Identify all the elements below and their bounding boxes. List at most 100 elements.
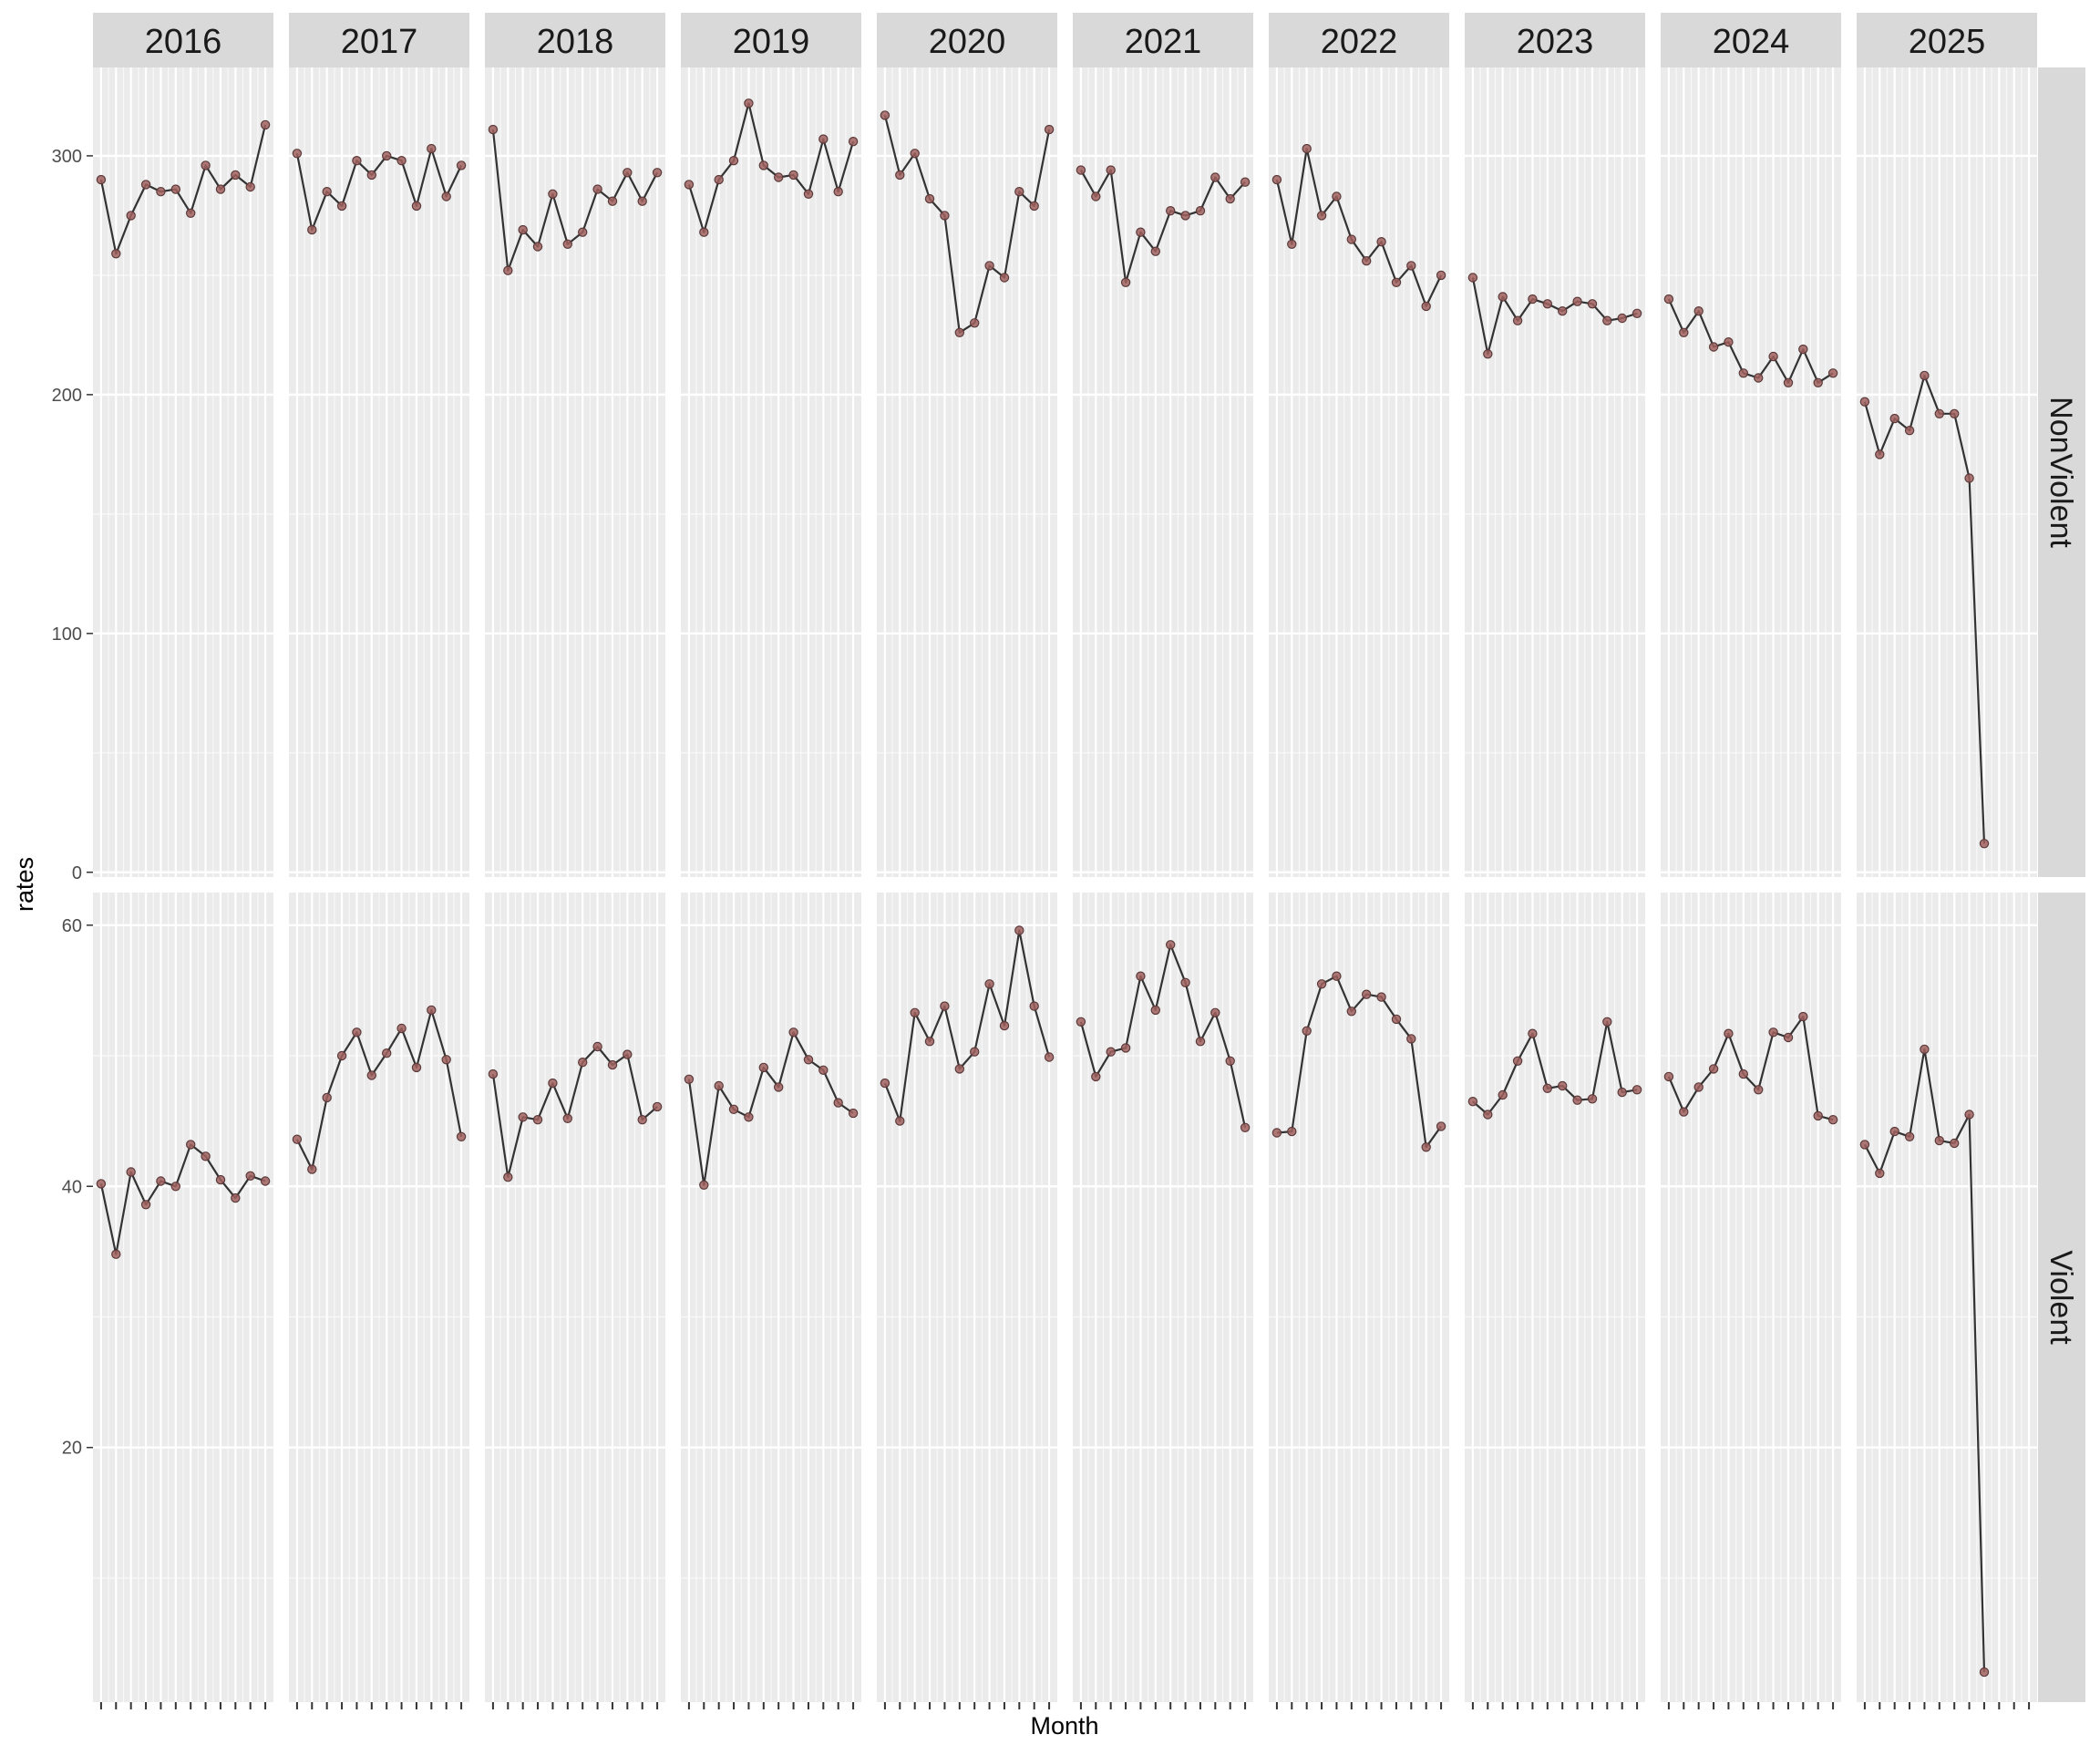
data-point-Violent-2018-m3 [518, 1112, 528, 1122]
data-point-NonViolent-2016-m8 [201, 160, 211, 170]
data-point-NonViolent-2016-m10 [231, 170, 241, 181]
data-point-Violent-2023-m6 [1542, 1083, 1553, 1094]
data-point-Violent-2023-m8 [1572, 1095, 1582, 1105]
series-line-Violent-2018 [491, 1045, 658, 1179]
data-point-NonViolent-2022-m3 [1302, 143, 1312, 154]
data-point-Violent-2022-m3 [1302, 1026, 1312, 1037]
data-point-Violent-2020-m6 [954, 1064, 965, 1074]
data-point-Violent-2017-m6 [366, 1070, 376, 1080]
data-point-NonViolent-2017-m9 [411, 201, 422, 212]
facet-strip-2020 [877, 13, 1057, 67]
data-point-Violent-2019-m4 [728, 1104, 739, 1115]
data-point-NonViolent-2025-m9 [1979, 839, 1990, 849]
data-point-Violent-2024-m6 [1738, 1068, 1749, 1079]
data-point-Violent-2017-m3 [322, 1092, 332, 1103]
data-point-NonViolent-2016-m1 [96, 174, 107, 185]
data-point-NonViolent-2019-m4 [728, 155, 739, 166]
data-point-Violent-2016-m10 [231, 1192, 241, 1203]
y-tick-label: 20 [62, 1439, 82, 1459]
data-point-Violent-2022-m5 [1332, 971, 1342, 981]
data-point-NonViolent-2025-m5 [1920, 370, 1930, 381]
data-point-NonViolent-2023-m2 [1483, 349, 1493, 359]
facet-strip-2021 [1073, 13, 1253, 67]
data-point-Violent-2019-m12 [848, 1108, 859, 1119]
data-point-Violent-2019-m7 [774, 1082, 784, 1092]
data-point-NonViolent-2022-m9 [1391, 277, 1402, 287]
data-point-NonViolent-2019-m10 [818, 134, 829, 144]
data-point-NonViolent-2022-m1 [1271, 174, 1282, 185]
data-point-NonViolent-2024-m9 [1783, 377, 1794, 387]
data-point-Violent-2018-m7 [578, 1057, 588, 1068]
data-point-Violent-2021-m7 [1165, 940, 1176, 950]
data-point-NonViolent-2018-m2 [503, 265, 513, 275]
data-point-Violent-2023-m11 [1617, 1087, 1627, 1098]
data-point-NonViolent-2020-m5 [940, 211, 950, 221]
facet-strip-label-2023: 2023 [1517, 23, 1594, 61]
data-point-NonViolent-2016-m12 [260, 119, 271, 130]
data-point-NonViolent-2025-m6 [1934, 408, 1944, 418]
data-point-NonViolent-2017-m11 [441, 191, 451, 201]
facet-strip-2025 [1857, 13, 2037, 67]
series-line-Violent-2021 [1079, 944, 1247, 1129]
data-point-Violent-2022-m2 [1287, 1126, 1297, 1137]
data-point-NonViolent-2017-m10 [427, 143, 437, 154]
data-point-Violent-2023-m9 [1587, 1094, 1598, 1104]
data-point-NonViolent-2023-m8 [1572, 296, 1582, 306]
data-point-Violent-2018-m2 [503, 1172, 513, 1182]
data-point-Violent-2022-m12 [1436, 1121, 1446, 1131]
facet-strip-label-NonViolent: NonViolent [2043, 397, 2078, 548]
data-point-Violent-2023-m10 [1602, 1017, 1612, 1027]
data-point-Violent-2020-m11 [1029, 1001, 1039, 1011]
data-point-NonViolent-2024-m10 [1798, 344, 1808, 355]
data-point-NonViolent-2016-m3 [126, 211, 136, 221]
data-point-NonViolent-2024-m7 [1753, 373, 1764, 383]
facet-strip-2016 [93, 13, 273, 67]
data-point-NonViolent-2018-m3 [518, 224, 528, 235]
facet-strip-2019 [681, 13, 861, 67]
data-point-Violent-2020-m9 [999, 1020, 1010, 1031]
data-point-Violent-2018-m10 [623, 1049, 633, 1059]
data-point-NonViolent-2022-m4 [1316, 211, 1327, 221]
series-line-NonViolent-2019 [687, 102, 855, 233]
data-point-Violent-2022-m11 [1421, 1142, 1431, 1152]
data-point-Violent-2022-m7 [1361, 989, 1372, 999]
data-point-NonViolent-2017-m4 [336, 201, 347, 212]
data-point-NonViolent-2024-m12 [1827, 368, 1838, 378]
data-point-Violent-2025-m7 [1949, 1138, 1960, 1149]
data-point-NonViolent-2020-m7 [969, 318, 980, 328]
facet-strip-2023 [1465, 13, 1645, 67]
data-point-NonViolent-2019-m8 [788, 170, 798, 181]
series-line-Violent-2017 [295, 1008, 463, 1171]
data-point-NonViolent-2018-m4 [532, 242, 543, 252]
data-point-Violent-2021-m12 [1240, 1122, 1251, 1133]
data-point-Violent-2023-m12 [1632, 1085, 1642, 1095]
series-line-Violent-2020 [883, 929, 1051, 1122]
data-point-Violent-2024-m9 [1783, 1032, 1794, 1043]
data-point-Violent-2025-m9 [1979, 1667, 1990, 1678]
data-point-Violent-2019-m10 [818, 1065, 829, 1076]
data-point-Violent-2024-m10 [1798, 1011, 1808, 1022]
data-point-Violent-2020-m10 [1014, 925, 1024, 935]
data-point-Violent-2020-m7 [969, 1047, 980, 1057]
data-point-NonViolent-2020-m10 [1014, 186, 1024, 197]
data-point-Violent-2018-m5 [548, 1078, 558, 1089]
data-point-NonViolent-2025-m3 [1889, 413, 1899, 424]
data-point-Violent-2017-m1 [292, 1134, 303, 1144]
data-point-Violent-2019-m6 [758, 1062, 769, 1073]
data-point-NonViolent-2022-m11 [1421, 301, 1431, 312]
data-point-Violent-2024-m11 [1813, 1110, 1823, 1121]
facet-strip-label-2018: 2018 [537, 23, 614, 61]
series-line-Violent-2024 [1667, 1015, 1834, 1121]
data-point-Violent-2022-m6 [1346, 1007, 1357, 1017]
data-point-Violent-2021-m6 [1150, 1005, 1161, 1016]
data-point-Violent-2025-m6 [1934, 1135, 1944, 1146]
data-point-Violent-2021-m2 [1091, 1071, 1101, 1082]
data-point-NonViolent-2025-m2 [1875, 449, 1885, 459]
data-point-NonViolent-2016-m7 [185, 208, 196, 218]
data-point-Violent-2021-m5 [1136, 971, 1146, 981]
data-point-NonViolent-2020-m8 [984, 261, 994, 271]
data-point-Violent-2016-m9 [215, 1174, 226, 1185]
data-point-Violent-2020-m3 [910, 1007, 920, 1018]
data-point-Violent-2023-m3 [1498, 1089, 1508, 1100]
